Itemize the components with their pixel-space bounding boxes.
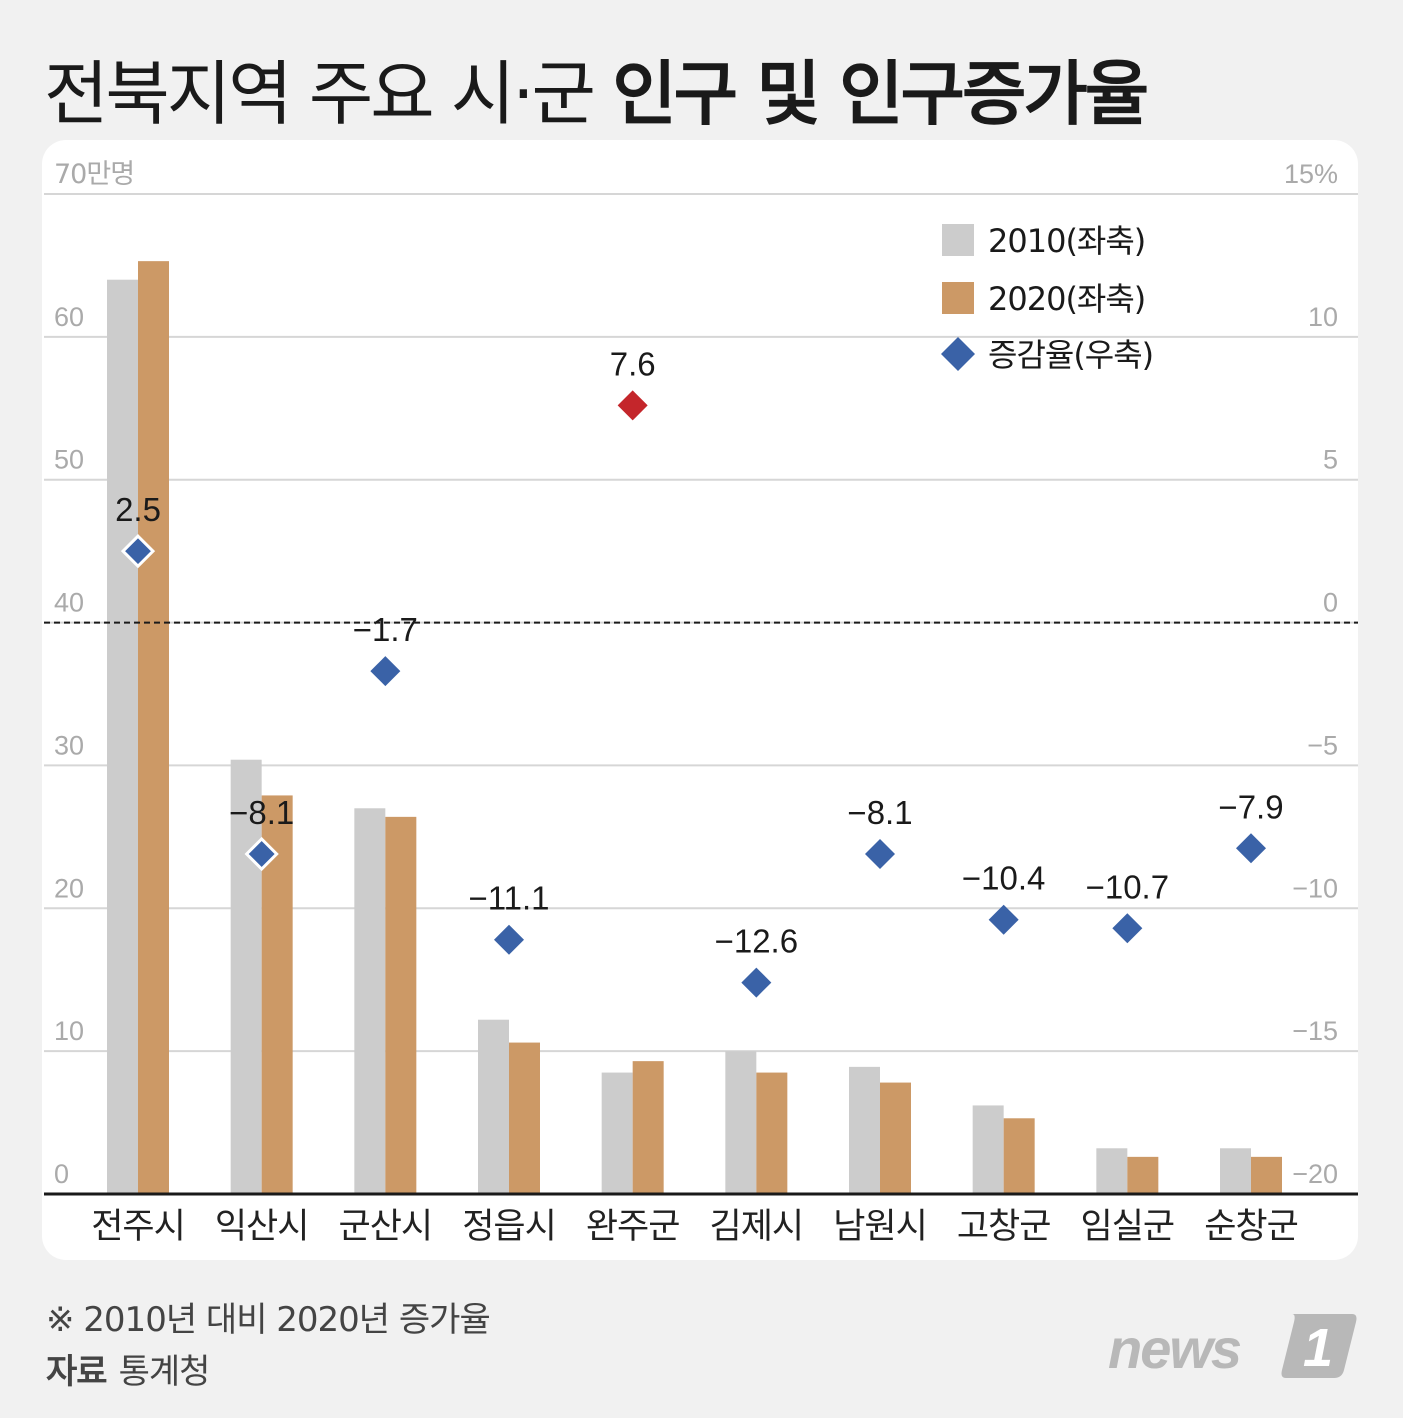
right-tick-label: 0 <box>1323 588 1338 618</box>
legend-marker-rate <box>941 337 975 371</box>
right-tick-label: −15 <box>1292 1016 1338 1046</box>
bar-2010 <box>849 1066 880 1194</box>
category-label: 순창군 <box>1204 1207 1298 1247</box>
rate-marker <box>741 967 772 998</box>
right-axis-unit-label: 15% <box>1284 159 1338 189</box>
title-bold: 인구 및 인구증가율 <box>612 53 1149 135</box>
rate-marker <box>120 534 156 569</box>
bar-2010 <box>725 1051 757 1194</box>
right-tick-label: −20 <box>1292 1159 1338 1189</box>
rate-data-label: −7.9 <box>1218 788 1283 825</box>
bar-2010 <box>601 1072 633 1194</box>
rate-data-label: −11.1 <box>468 880 549 917</box>
rate-marker <box>370 656 401 687</box>
source-label: 자료 <box>46 1352 108 1392</box>
footnote: ※ 2010년 대비 2020년 증가율 <box>46 1300 491 1340</box>
left-tick-label: 60 <box>54 302 84 332</box>
left-axis-unit-label: 70만명 <box>54 159 134 190</box>
bar-2020 <box>385 816 417 1194</box>
title-regular: 전북지역 주요 시·군 <box>44 53 596 135</box>
rate-marker <box>244 836 279 872</box>
right-tick-label: −10 <box>1292 873 1338 903</box>
legend-swatch-2010 <box>942 224 974 256</box>
bar-2020 <box>1251 1156 1282 1194</box>
legend-label: 2010(좌축) <box>988 222 1145 260</box>
legend-label: 2020(좌축) <box>988 280 1145 318</box>
category-label: 김제시 <box>710 1207 804 1247</box>
right-tick-label: −5 <box>1307 730 1338 760</box>
left-tick-label: 30 <box>54 730 84 760</box>
bar-2020 <box>756 1072 788 1194</box>
bar-2010 <box>354 808 386 1194</box>
rate-data-label: −12.6 <box>715 923 799 960</box>
left-tick-label: 20 <box>54 873 84 903</box>
category-label: 남원시 <box>833 1207 927 1247</box>
bar-2020 <box>1127 1156 1159 1194</box>
bar-2010 <box>1096 1148 1128 1194</box>
rate-data-label: 2.5 <box>115 491 161 528</box>
logo-text: news <box>1108 1317 1242 1380</box>
bar-2010 <box>107 279 138 1194</box>
right-tick-label: 10 <box>1308 302 1338 332</box>
left-tick-label: 0 <box>54 1159 69 1189</box>
bar-2020 <box>632 1061 664 1194</box>
bar-2020 <box>1003 1118 1035 1194</box>
rate-data-label: −8.1 <box>847 794 912 831</box>
source-line: 자료 통계청 <box>46 1344 211 1393</box>
bar-2010 <box>1220 1148 1251 1194</box>
rate-marker <box>1112 913 1143 944</box>
source-value: 통계청 <box>118 1352 211 1392</box>
bar-2010 <box>972 1105 1004 1194</box>
left-tick-label: 40 <box>54 588 84 618</box>
category-label: 군산시 <box>339 1207 433 1247</box>
news1-logo: news 1 <box>1108 1308 1360 1388</box>
rate-data-label: −10.4 <box>962 860 1046 897</box>
left-tick-label: 10 <box>54 1016 84 1046</box>
left-tick-label: 50 <box>54 445 84 475</box>
right-tick-label: 5 <box>1323 445 1338 475</box>
bar-2020 <box>509 1042 540 1194</box>
rate-data-label: 7.6 <box>610 345 656 382</box>
category-label: 고창군 <box>957 1207 1051 1247</box>
rate-marker <box>988 904 1019 935</box>
rate-marker <box>865 839 895 869</box>
bar-2020 <box>880 1082 911 1194</box>
rate-data-label: −10.7 <box>1086 868 1170 905</box>
category-label: 전주시 <box>91 1207 185 1247</box>
legend-swatch-2020 <box>942 282 974 314</box>
bar-2020 <box>138 261 169 1195</box>
category-label: 익산시 <box>215 1207 309 1247</box>
rate-data-label: −1.7 <box>353 611 418 648</box>
logo-mark-icon: 1 <box>1281 1314 1357 1378</box>
rate-data-label: −8.1 <box>229 794 294 831</box>
legend-label: 증감율(우축) <box>988 336 1153 374</box>
chart-title: 전북지역 주요 시·군 인구 및 인구증가율 <box>44 38 1149 139</box>
bar-2010 <box>478 1019 509 1194</box>
category-label: 임실군 <box>1081 1207 1175 1247</box>
category-label: 정읍시 <box>462 1207 556 1247</box>
bar-2010 <box>230 759 262 1194</box>
logo-mark-text: 1 <box>1303 1318 1333 1378</box>
category-label: 완주군 <box>586 1207 680 1247</box>
rate-marker <box>617 390 648 421</box>
rate-marker <box>1236 833 1266 864</box>
rate-marker <box>494 924 524 955</box>
